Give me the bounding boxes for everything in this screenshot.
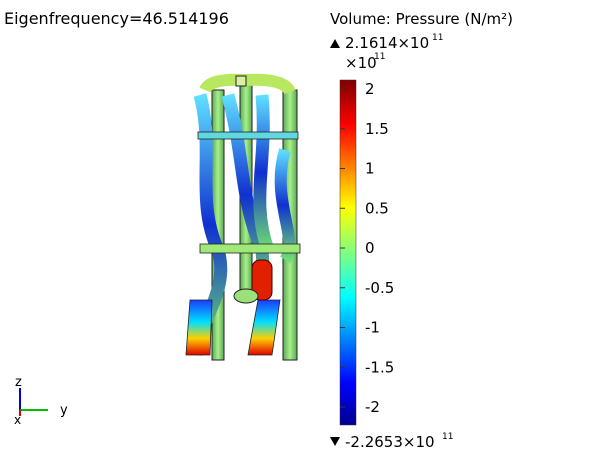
- axis-z: z: [15, 375, 22, 390]
- legend-title: Volume: Pressure (N/m²): [330, 10, 513, 28]
- color-bar-label: -0.5: [365, 279, 394, 297]
- max-label: 2.1614×10: [345, 34, 429, 52]
- axis-triad: z y x: [14, 375, 68, 427]
- axis-y: y: [60, 403, 68, 418]
- axis-x: x: [14, 413, 21, 427]
- plot: Eigenfrequency=46.514196 Volume: Pressur…: [0, 0, 604, 455]
- max-arrow: [330, 39, 340, 48]
- max-exponent: 11: [432, 33, 443, 43]
- screenshot: Eigenfrequency=46.514196 Volume: Pressur…: [0, 0, 604, 455]
- min-exponent: 11: [442, 432, 453, 442]
- color-bar-label: 1: [365, 160, 375, 178]
- color-bar-label: 2: [365, 80, 375, 98]
- model: [186, 76, 300, 360]
- color-bar-label: 0: [365, 239, 375, 257]
- color-bar-label: 1.5: [365, 120, 389, 138]
- min-label: -2.2653×10: [345, 433, 435, 451]
- color-bar-label: 0.5: [365, 199, 389, 217]
- color-bar: [340, 80, 356, 425]
- color-bar-label: -2: [365, 398, 380, 416]
- min-arrow: [330, 437, 340, 446]
- multiplier: ×10: [345, 54, 377, 72]
- color-bar-label: -1.5: [365, 358, 394, 376]
- color-bar-label: -1: [365, 319, 380, 337]
- title: Eigenfrequency=46.514196: [4, 9, 229, 28]
- multiplier-exponent: 11: [374, 52, 385, 62]
